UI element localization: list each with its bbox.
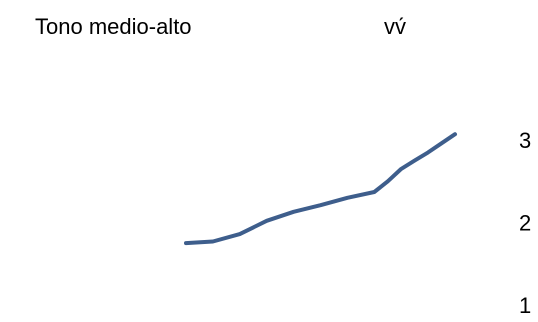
pitch-contour-line (184, 132, 457, 246)
chart-title: Tono medio-alto (35, 14, 192, 39)
y-tick-label-1: 1 (519, 293, 531, 318)
y-tick-label-3: 3 (519, 128, 531, 153)
chart-subtitle: vv́ (384, 14, 406, 39)
y-tick-label-2: 2 (519, 211, 531, 236)
